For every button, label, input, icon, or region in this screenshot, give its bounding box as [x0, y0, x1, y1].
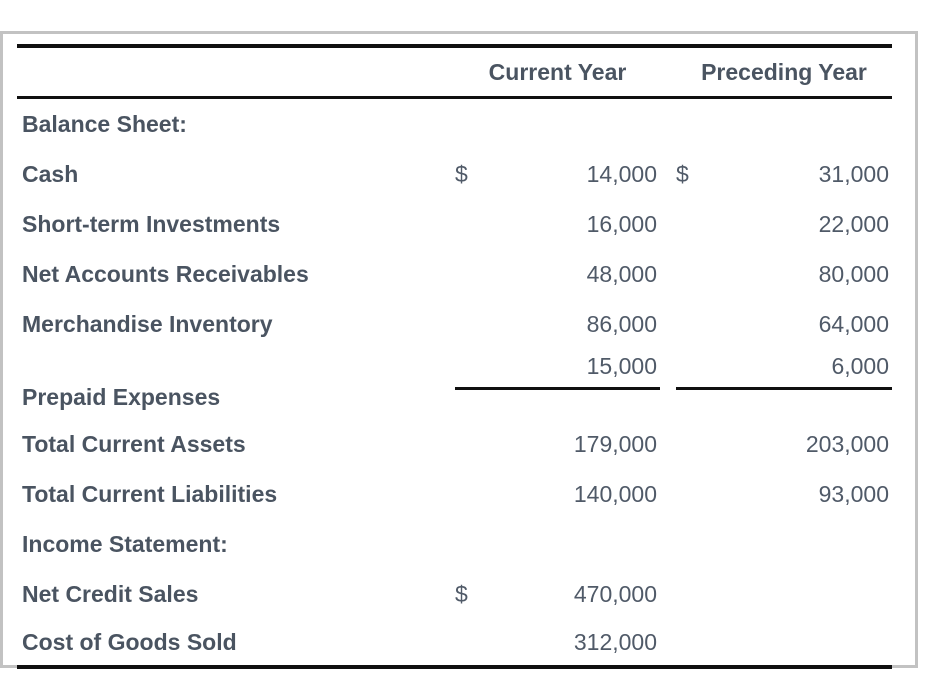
- section-label: Balance Sheet:: [22, 110, 187, 137]
- preceding-year-cell: 93,000: [660, 469, 892, 519]
- row-label: Net Credit Sales: [22, 580, 199, 607]
- current-year-value: 15,000: [586, 353, 657, 379]
- row-net-accounts-receivables: Net Accounts Receivables 48,000 80,000: [17, 249, 892, 299]
- preceding-year-cell: 22,000: [660, 199, 892, 249]
- row-label: Net Accounts Receivables: [22, 260, 309, 287]
- preceding-year-cell: $31,000: [660, 149, 892, 199]
- row-cash: Cash $14,000 $31,000: [17, 149, 892, 199]
- current-year-value: 312,000: [573, 628, 657, 655]
- current-year-value: 86,000: [586, 310, 657, 337]
- column-header-current-year: Current Year: [440, 46, 660, 99]
- preceding-year-value: 80,000: [818, 260, 889, 287]
- preceding-year-cell: [660, 569, 892, 619]
- current-year-cell: 312,000: [440, 619, 660, 667]
- current-year-cell: 15,000: [440, 349, 660, 419]
- row-net-credit-sales: Net Credit Sales $470,000: [17, 569, 892, 619]
- preceding-year-value: 22,000: [818, 210, 889, 237]
- preceding-year-value: 6,000: [831, 353, 889, 379]
- row-label: Cash: [22, 160, 79, 187]
- preceding-year-value: 93,000: [818, 480, 889, 507]
- preceding-year-cell: 80,000: [660, 249, 892, 299]
- preceding-year-cell: [660, 619, 892, 667]
- preceding-year-cell: 64,000: [660, 299, 892, 349]
- current-year-cell: 86,000: [440, 299, 660, 349]
- financial-table: Current Year Preceding Year Balance Shee…: [17, 44, 892, 669]
- current-year-cell: [440, 98, 660, 150]
- current-year-cell: $14,000: [440, 149, 660, 199]
- row-label: Total Current Liabilities: [22, 480, 278, 507]
- row-balance-sheet-section: Balance Sheet:: [17, 98, 892, 150]
- row-short-term-investments: Short-term Investments 16,000 22,000: [17, 199, 892, 249]
- current-year-cell: [440, 519, 660, 569]
- current-year-cell: 179,000: [440, 419, 660, 469]
- preceding-year-value: 203,000: [805, 430, 889, 457]
- row-total-current-liabilities: Total Current Liabilities 140,000 93,000: [17, 469, 892, 519]
- header-row: Current Year Preceding Year: [17, 46, 892, 99]
- current-year-value: 16,000: [586, 210, 657, 237]
- row-cost-of-goods-sold: Cost of Goods Sold 312,000: [17, 619, 892, 667]
- preceding-year-value: 64,000: [818, 310, 889, 337]
- current-year-cell: $470,000: [440, 569, 660, 619]
- preceding-year-cell: 203,000: [660, 419, 892, 469]
- row-label: Prepaid Expenses: [22, 384, 221, 410]
- section-label: Income Statement:: [22, 530, 228, 557]
- row-prepaid-expenses: Prepaid Expenses 15,000 6,000: [17, 349, 892, 419]
- current-year-value: 140,000: [573, 480, 657, 507]
- column-header-preceding-year: Preceding Year: [660, 46, 892, 99]
- current-year-cell: 140,000: [440, 469, 660, 519]
- row-merchandise-inventory: Merchandise Inventory 86,000 64,000: [17, 299, 892, 349]
- row-label: Cost of Goods Sold: [22, 628, 237, 655]
- row-label: Short-term Investments: [22, 210, 281, 237]
- row-label: Total Current Assets: [22, 430, 246, 457]
- current-year-cell: 48,000: [440, 249, 660, 299]
- preceding-year-cell: 6,000: [660, 349, 892, 419]
- current-year-value: 14,000: [586, 160, 657, 187]
- preceding-year-cell: [660, 519, 892, 569]
- preceding-year-value: 31,000: [818, 160, 889, 187]
- dollar-sign: $: [676, 160, 689, 187]
- dollar-sign: $: [455, 580, 468, 607]
- current-year-value: 470,000: [573, 580, 657, 607]
- financial-data-panel: Current Year Preceding Year Balance Shee…: [0, 31, 918, 669]
- row-total-current-assets: Total Current Assets 179,000 203,000: [17, 419, 892, 469]
- row-income-statement-section: Income Statement:: [17, 519, 892, 569]
- row-label: Merchandise Inventory: [22, 310, 273, 337]
- column-header-blank: [17, 46, 440, 99]
- dollar-sign: $: [455, 160, 468, 187]
- preceding-year-cell: [660, 98, 892, 150]
- current-year-value: 48,000: [586, 260, 657, 287]
- current-year-cell: 16,000: [440, 199, 660, 249]
- current-year-value: 179,000: [573, 430, 657, 457]
